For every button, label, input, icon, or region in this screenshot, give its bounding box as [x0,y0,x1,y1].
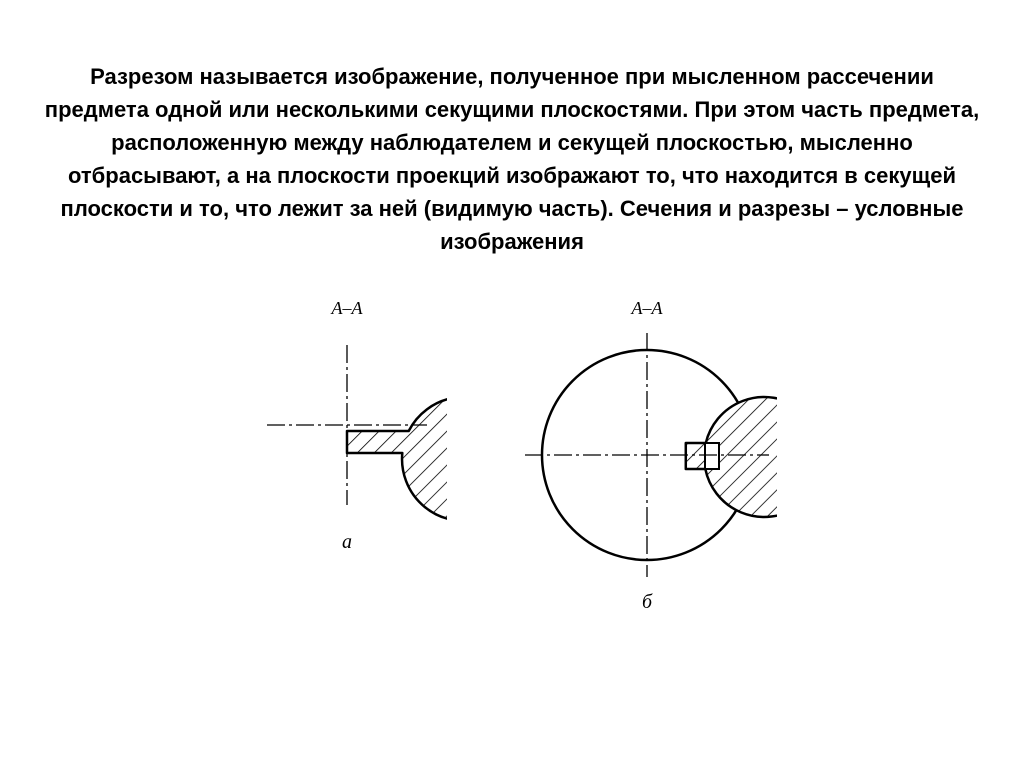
diagram-a-top-label: А–А [332,298,363,319]
diagram-a-wrap: А–А а [247,298,447,554]
diagrams-row: А–А а А–А б [0,288,1024,614]
diagram-a-bottom-label: а [342,531,352,554]
diagram-b-wrap: А–А б [517,298,777,614]
diagram-b-top-label: А–А [632,298,663,319]
heading-text: Разрезом называется изображение, получен… [0,0,1024,288]
diagram-a-svg [247,325,447,525]
diagram-b-svg [517,325,777,585]
diagram-b-bottom-label: б [642,591,652,614]
